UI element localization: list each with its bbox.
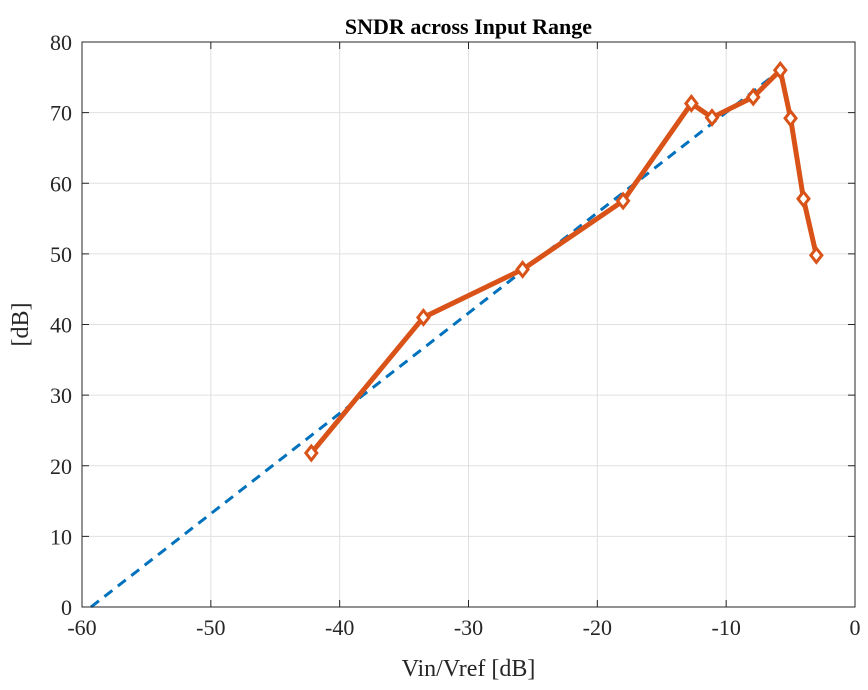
data-point-marker bbox=[772, 60, 788, 80]
x-tick-label: -10 bbox=[712, 615, 741, 640]
data-point-marker bbox=[783, 108, 798, 128]
x-tick-label: -30 bbox=[454, 615, 483, 640]
trend-line-dashed bbox=[90, 76, 773, 609]
data-point-marker bbox=[683, 94, 699, 113]
plot-series bbox=[90, 60, 824, 609]
axis-ticks: -60 -50 -40 -30 -20 -10 0 0 10 20 30 40 50 60 70 80 bbox=[50, 30, 861, 640]
y-tick-label: 80 bbox=[50, 30, 72, 55]
y-tick-label: 70 bbox=[50, 101, 72, 126]
y-tick-label: 60 bbox=[50, 171, 72, 196]
y-axis-title: [dB] bbox=[8, 303, 34, 347]
grid-lines bbox=[81, 41, 856, 608]
x-tick-label: -20 bbox=[583, 615, 612, 640]
chart-title: SNDR across Input Range bbox=[345, 14, 592, 39]
x-axis-title: Vin/Vref [dB] bbox=[402, 656, 536, 682]
x-tick-label: -50 bbox=[196, 615, 225, 640]
x-tick-label: 0 bbox=[850, 615, 861, 640]
data-point-marker bbox=[704, 108, 720, 127]
data-point-marker bbox=[303, 443, 319, 463]
data-point-marker bbox=[745, 87, 761, 107]
y-tick-label: 40 bbox=[50, 313, 72, 338]
y-tick-label: 0 bbox=[61, 595, 72, 620]
y-tick-label: 50 bbox=[50, 242, 72, 267]
data-point-marker bbox=[416, 308, 431, 327]
data-point-marker bbox=[808, 245, 824, 265]
data-point-marker bbox=[615, 191, 631, 211]
x-tick-label: -60 bbox=[67, 615, 96, 640]
y-tick-label: 30 bbox=[50, 383, 72, 408]
y-tick-label: 10 bbox=[50, 524, 72, 549]
x-tick-label: -40 bbox=[325, 615, 354, 640]
data-point-marker bbox=[515, 259, 531, 279]
y-tick-label: 20 bbox=[50, 454, 72, 479]
data-point-marker bbox=[796, 189, 811, 209]
